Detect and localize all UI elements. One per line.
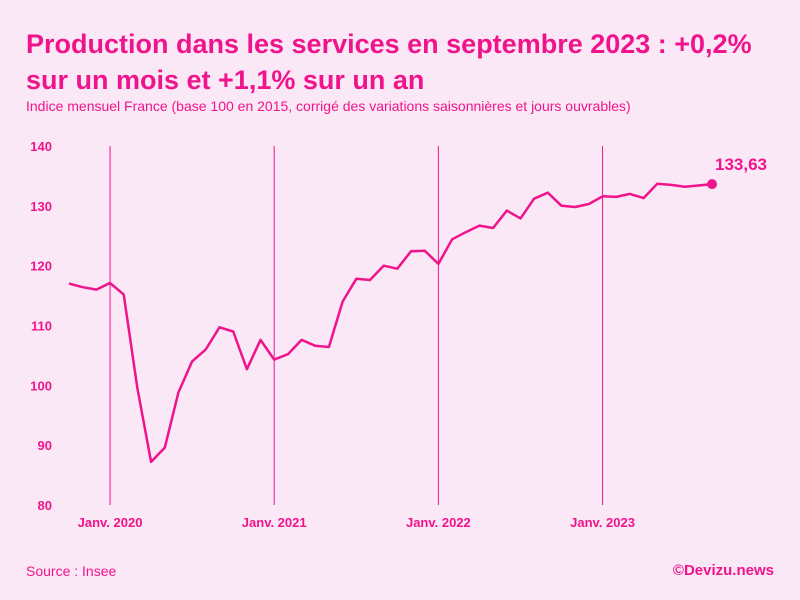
y-tick-label: 120 xyxy=(30,259,52,274)
x-tick-label: Janv. 2023 xyxy=(570,515,635,530)
series-line xyxy=(68,182,713,464)
y-tick-label: 90 xyxy=(38,438,52,453)
y-tick-label: 110 xyxy=(31,319,52,334)
y-tick-label: 80 xyxy=(38,498,52,513)
y-tick-label: 100 xyxy=(30,378,52,393)
y-tick-label: 140 xyxy=(30,139,52,154)
end-point-marker xyxy=(707,179,717,190)
credit-note: ©Devizu.news xyxy=(672,562,774,579)
x-tick-label: Janv. 2020 xyxy=(78,515,143,530)
source-note: Source : Insee xyxy=(26,563,117,579)
y-axis-ticks: 80 90 100 110 120 130 140 xyxy=(30,139,52,513)
x-tick-label: Janv. 2022 xyxy=(406,515,471,530)
y-tick-label: 130 xyxy=(30,199,52,214)
chart-subtitle: Indice mensuel France (base 100 en 2015,… xyxy=(26,98,631,114)
x-tick-label: Janv. 2021 xyxy=(242,515,307,530)
x-axis-ticks: Janv. 2020 Janv. 2021 Janv. 2022 Janv. 2023 xyxy=(78,515,635,530)
vertical-gridlines xyxy=(109,146,604,505)
chart-title: Production dans les services en septembr… xyxy=(26,29,752,95)
end-value-label: 133,63 xyxy=(715,155,767,174)
